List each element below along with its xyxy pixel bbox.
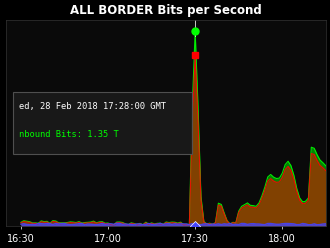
Text: nbound Bits: 1.35 T: nbound Bits: 1.35 T: [19, 130, 119, 139]
Title: ALL BORDER Bits per Second: ALL BORDER Bits per Second: [70, 4, 262, 17]
Text: ed, 28 Feb 2018 17:28:00 GMT: ed, 28 Feb 2018 17:28:00 GMT: [19, 101, 166, 111]
FancyBboxPatch shape: [13, 92, 192, 154]
